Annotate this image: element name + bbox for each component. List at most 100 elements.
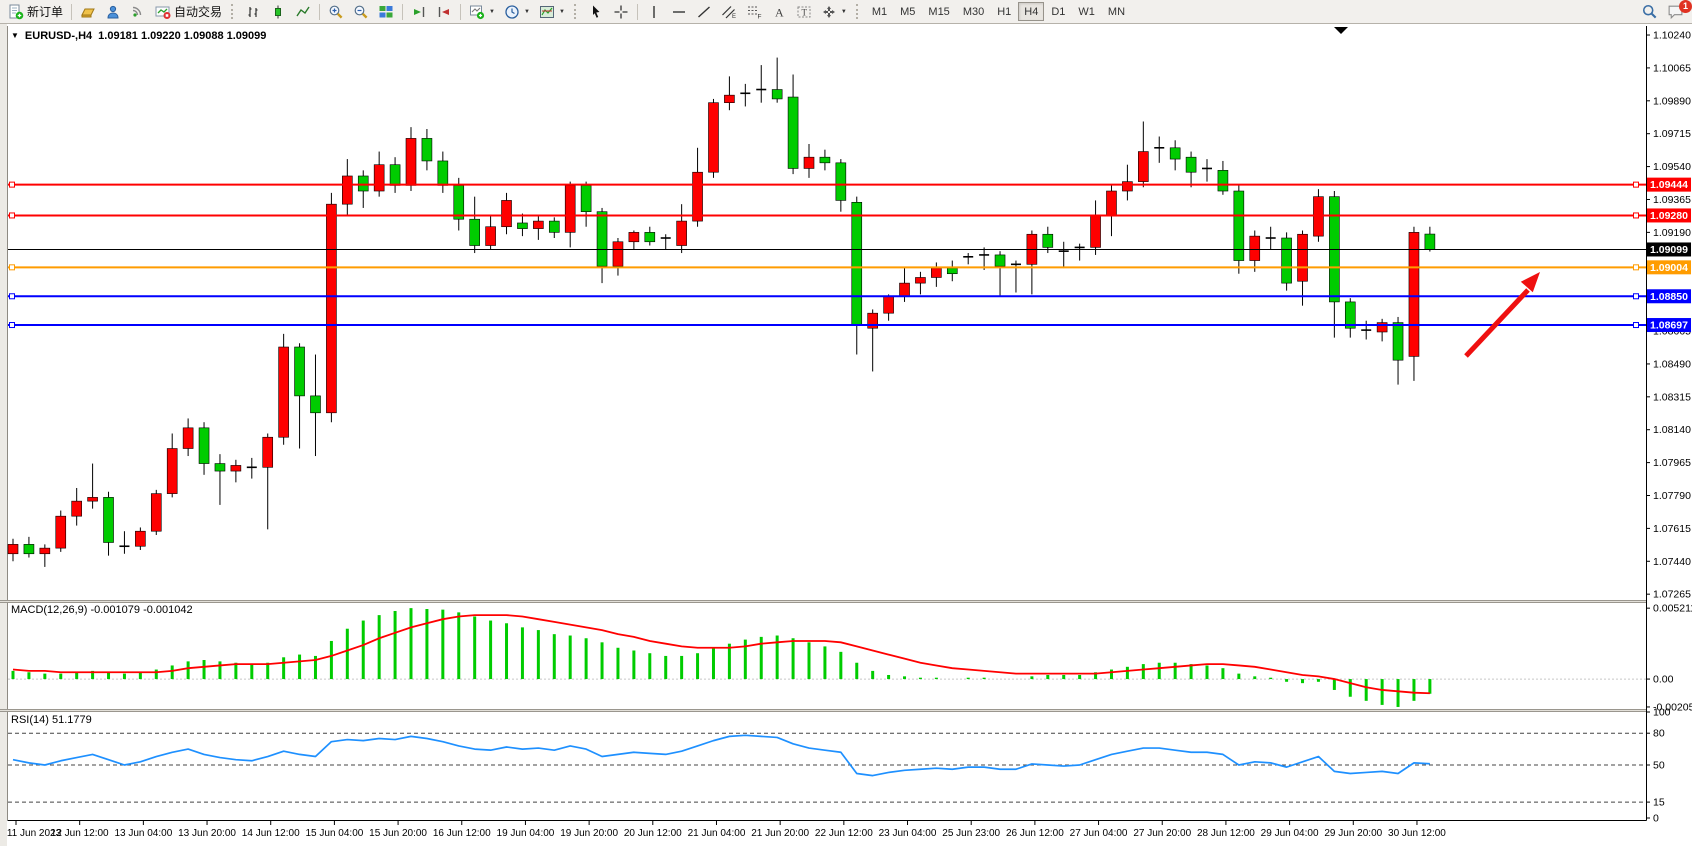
- rsi-line: [12, 734, 1430, 777]
- toolbar-drag-handle[interactable]: [855, 4, 861, 19]
- svg-text:T: T: [801, 7, 807, 17]
- arrows-button[interactable]: ▼: [817, 1, 851, 22]
- terminal-icon: [107, 5, 119, 18]
- arrow-annotation[interactable]: [1464, 272, 1540, 358]
- candle-body: [103, 497, 114, 543]
- hline-handle[interactable]: [1633, 264, 1639, 271]
- autotrading-button[interactable]: 自动交易: [151, 1, 226, 22]
- hline-handle[interactable]: [1633, 293, 1639, 300]
- bar-chart-button[interactable]: [241, 1, 265, 22]
- time-tick-label: 30 Jun 12:00: [1388, 828, 1446, 839]
- gold-button[interactable]: [76, 1, 100, 22]
- hline-handle[interactable]: [9, 264, 15, 271]
- timeframe-w1-button[interactable]: W1: [1072, 2, 1101, 21]
- equidistant-channel-button[interactable]: E: [717, 1, 741, 22]
- hline-handle[interactable]: [9, 322, 15, 329]
- chart-title: ▼ EURUSD-,H4 1.09181 1.09220 1.09088 1.0…: [11, 30, 266, 42]
- timeframe-m5-button[interactable]: M5: [894, 2, 921, 21]
- hline-handle[interactable]: [9, 293, 15, 300]
- hline-handle[interactable]: [1633, 212, 1639, 219]
- candle-body: [87, 497, 98, 502]
- price-scale[interactable]: [1647, 24, 1692, 846]
- hline-handle[interactable]: [9, 212, 15, 219]
- pane-splitter[interactable]: [0, 709, 1692, 712]
- search-button[interactable]: [1637, 1, 1662, 22]
- rsi-scale-label: 80: [1653, 728, 1665, 740]
- timeframe-h1-button[interactable]: H1: [991, 2, 1017, 21]
- timeframe-m15-button[interactable]: M15: [922, 2, 955, 21]
- autotrading-icon: [155, 6, 171, 19]
- timeframe-m1-button[interactable]: M1: [866, 2, 893, 21]
- candlestick-chart-button[interactable]: [266, 1, 290, 22]
- auto-scroll-icon: [414, 6, 425, 17]
- hline-handle[interactable]: [1633, 181, 1639, 188]
- time-tick-label: 27 Jun 20:00: [1133, 828, 1191, 839]
- rsi-layer: [8, 732, 1646, 803]
- toolbar-separator: [460, 3, 462, 20]
- trendline-button[interactable]: [692, 1, 716, 22]
- zoom-out-button[interactable]: [349, 1, 373, 22]
- candle-body: [533, 220, 544, 229]
- zoom-in-icon: [329, 5, 343, 18]
- macd-pane[interactable]: [8, 603, 1646, 709]
- tile-windows-button[interactable]: [374, 1, 398, 22]
- new-order-button[interactable]: 新订单: [4, 1, 67, 22]
- main-chart-pane[interactable]: [8, 26, 1646, 600]
- signals-button[interactable]: [126, 1, 150, 22]
- timeframe-h4-button[interactable]: H4: [1018, 2, 1045, 21]
- price-tick-label: 1.10065: [1653, 62, 1691, 74]
- timeframe-mn-button[interactable]: MN: [1102, 2, 1131, 21]
- chevron-down-icon: ▼: [489, 8, 495, 15]
- toolbar-drag-handle[interactable]: [231, 4, 236, 19]
- auto-scroll-button[interactable]: [407, 1, 431, 22]
- one-click-trading-toggle[interactable]: ▼: [11, 31, 19, 40]
- fibonacci-button[interactable]: F: [742, 1, 766, 22]
- candle-body: [1122, 181, 1133, 192]
- line-chart-button[interactable]: [291, 1, 315, 22]
- horizontal-line-button[interactable]: [667, 1, 691, 22]
- chart-shift-button[interactable]: [432, 1, 456, 22]
- templates-button[interactable]: ▼: [535, 1, 569, 22]
- price-tick-label: 1.09540: [1653, 161, 1691, 173]
- trendline-icon: [697, 5, 710, 18]
- timeframe-m30-button[interactable]: M30: [957, 2, 990, 21]
- new-order-label: 新订单: [27, 5, 64, 19]
- macd-scale-label: 0.005211: [1653, 603, 1692, 615]
- candle-body: [644, 232, 656, 243]
- price-badge: [1647, 242, 1691, 257]
- text-button[interactable]: A: [767, 1, 791, 22]
- timeframe-d1-button[interactable]: D1: [1045, 2, 1071, 21]
- zoom-in-button[interactable]: [324, 1, 348, 22]
- vertical-line-button[interactable]: [642, 1, 666, 22]
- hline-handle[interactable]: [1633, 322, 1639, 329]
- candle-body: [1138, 151, 1149, 182]
- toolbar-drag-handle[interactable]: [573, 4, 579, 19]
- candle-body: [612, 241, 624, 267]
- crosshair-button[interactable]: [609, 1, 633, 22]
- text-label-icon: T: [797, 6, 811, 17]
- text-label-button[interactable]: T: [792, 1, 816, 22]
- tile-windows-icon: [379, 5, 393, 17]
- candle-body: [899, 282, 910, 297]
- chart-area[interactable]: 1.10240 1.10065 1.09890 1.09715 1.09540 1.093…: [0, 24, 1692, 846]
- candle-body: [23, 544, 35, 555]
- cursor-icon: [592, 5, 600, 18]
- arrows-icon: [822, 5, 835, 18]
- candle-body: [580, 185, 592, 212]
- new-chart-icon: [470, 5, 485, 19]
- chart-shift-marker[interactable]: [1334, 27, 1348, 34]
- hline-handle[interactable]: [9, 181, 15, 188]
- price-tick-label: 1.07265: [1653, 589, 1691, 601]
- periods-button[interactable]: ▼: [500, 1, 534, 22]
- new-order-icon: [9, 4, 24, 19]
- main-toolbar: 新订单 自动交易: [0, 0, 1692, 24]
- price-badge-label: 1.09004: [1650, 262, 1688, 274]
- terminal-button[interactable]: [101, 1, 125, 22]
- pane-splitter[interactable]: [0, 600, 1692, 603]
- new-chart-button[interactable]: ▼: [465, 1, 499, 22]
- time-tick-label: 13 Jun 20:00: [178, 828, 236, 839]
- cursor-button[interactable]: [584, 1, 608, 22]
- candle-body: [517, 222, 528, 229]
- candle-body: [1297, 233, 1308, 282]
- notifications-button[interactable]: 1: [1663, 0, 1692, 22]
